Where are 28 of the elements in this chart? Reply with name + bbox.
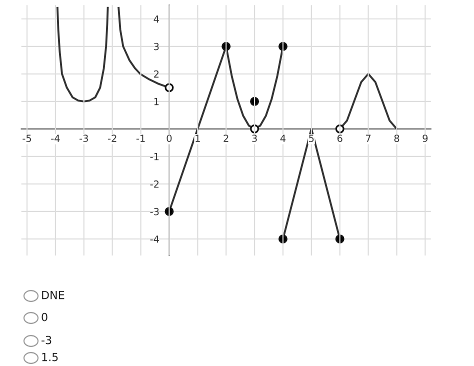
- x-tick-label: 1: [196, 134, 200, 142]
- x-tick-label: 2: [224, 134, 228, 142]
- x-tick-label: -5: [22, 134, 32, 142]
- y-tick-label: 3: [154, 42, 159, 50]
- y-tick-label: -1: [150, 153, 159, 160]
- y-tick-label: 1: [154, 98, 159, 106]
- x-tick-label: 4: [280, 134, 286, 142]
- text: 1.5: [42, 352, 58, 362]
- x-tick-label: 6: [337, 134, 342, 142]
- x-tick-label: -1: [136, 134, 145, 142]
- y-tick-label: 2: [154, 70, 159, 78]
- y-tick-label: 4: [154, 15, 159, 23]
- x-tick-label: 7: [366, 134, 371, 142]
- text: DNE: [42, 290, 64, 300]
- y-tick-label: -2: [150, 180, 159, 188]
- x-tick-label: 5: [309, 134, 314, 142]
- x-tick-label: -3: [80, 134, 88, 142]
- x-tick-label: 9: [422, 134, 428, 142]
- y-tick-label: -4: [150, 236, 159, 243]
- line-series: [56, 6, 109, 102]
- x-tick-label: -2: [108, 134, 116, 142]
- x-tick-label: 3: [252, 134, 257, 142]
- text: -3: [42, 336, 52, 344]
- x-tick-label: 8: [394, 134, 400, 142]
- text: 0: [42, 312, 48, 322]
- y-tick-label: -3: [150, 208, 159, 216]
- x-tick-label: -4: [51, 134, 60, 142]
- x-tick-label: 0: [166, 134, 172, 142]
